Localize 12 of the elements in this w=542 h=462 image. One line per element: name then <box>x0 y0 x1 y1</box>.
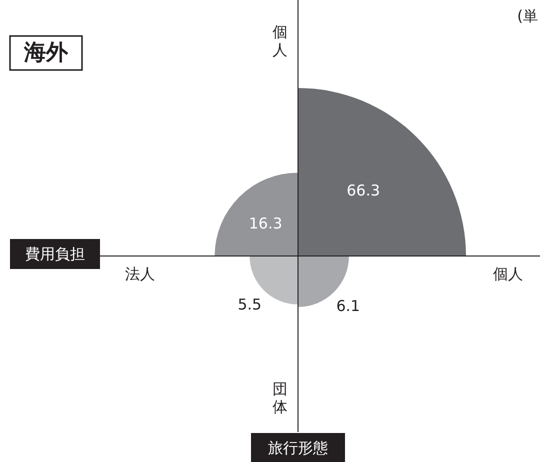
text: 費用負担 <box>25 245 85 263</box>
text: 個人 <box>272 23 288 59</box>
text: 法人 <box>125 265 155 283</box>
data-label: 16.3 <box>248 214 282 233</box>
text: 海外 <box>23 40 69 66</box>
data-label: 66.3 <box>346 182 380 200</box>
text: 団体 <box>272 380 288 416</box>
text: (単 <box>517 7 538 25</box>
text: 旅行形態 <box>268 439 328 457</box>
text: 個人 <box>493 265 523 283</box>
data-label: 5.5 <box>238 295 262 314</box>
data-label: 6.1 <box>336 297 360 316</box>
